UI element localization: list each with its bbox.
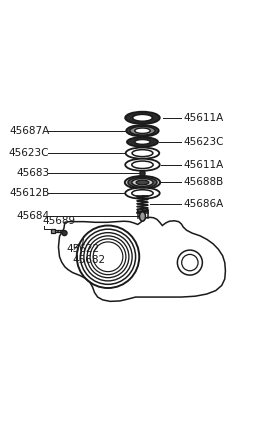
Ellipse shape bbox=[136, 180, 149, 185]
Text: 45623C: 45623C bbox=[183, 137, 224, 147]
Ellipse shape bbox=[126, 147, 159, 159]
Text: 45623C: 45623C bbox=[9, 148, 49, 158]
Ellipse shape bbox=[132, 150, 153, 157]
Text: 45612B: 45612B bbox=[9, 188, 49, 198]
Ellipse shape bbox=[125, 112, 160, 124]
Ellipse shape bbox=[130, 126, 155, 135]
Ellipse shape bbox=[135, 140, 150, 144]
Ellipse shape bbox=[125, 176, 160, 189]
Text: 45684: 45684 bbox=[16, 211, 49, 221]
Text: 45682: 45682 bbox=[73, 256, 106, 265]
Text: 45689: 45689 bbox=[43, 216, 76, 226]
Ellipse shape bbox=[140, 212, 145, 221]
Ellipse shape bbox=[132, 161, 153, 168]
FancyBboxPatch shape bbox=[54, 229, 62, 232]
Text: 45688B: 45688B bbox=[183, 177, 223, 187]
Ellipse shape bbox=[126, 125, 159, 136]
Ellipse shape bbox=[128, 177, 157, 188]
Text: 45686A: 45686A bbox=[183, 200, 223, 209]
Ellipse shape bbox=[125, 188, 160, 199]
Ellipse shape bbox=[132, 190, 153, 197]
FancyBboxPatch shape bbox=[51, 229, 55, 233]
Text: 45687A: 45687A bbox=[9, 126, 49, 136]
Ellipse shape bbox=[138, 209, 148, 212]
Ellipse shape bbox=[135, 128, 150, 133]
Circle shape bbox=[140, 171, 145, 176]
Ellipse shape bbox=[127, 137, 158, 147]
Ellipse shape bbox=[132, 179, 153, 187]
Text: 45611A: 45611A bbox=[183, 160, 223, 170]
Text: 45611A: 45611A bbox=[183, 113, 223, 123]
Circle shape bbox=[62, 230, 67, 236]
Polygon shape bbox=[58, 217, 225, 301]
Text: 45683: 45683 bbox=[16, 168, 49, 179]
Ellipse shape bbox=[133, 115, 152, 121]
Ellipse shape bbox=[125, 159, 160, 171]
Text: 45622: 45622 bbox=[67, 244, 100, 254]
